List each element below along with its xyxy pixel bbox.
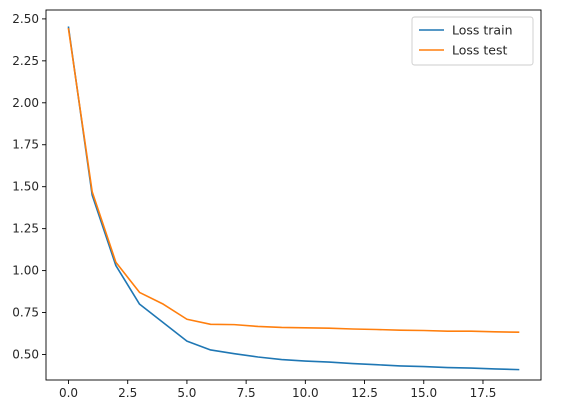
x-tick-label: 12.5 xyxy=(351,386,378,400)
series-layer xyxy=(67,26,520,371)
y-tick-label: 1.25 xyxy=(12,222,39,236)
y-tick-label: 0.50 xyxy=(12,347,39,361)
y-tick-label: 0.75 xyxy=(12,306,39,320)
plot-area xyxy=(46,10,541,380)
legend-label: Loss train xyxy=(452,23,513,38)
x-tick-label: 5.0 xyxy=(177,386,196,400)
axes-layer: 0.0 2.5 5.0 7.5 10.0 12.5 15.0 17.5 0.50 0.75 1.00… xyxy=(12,9,542,400)
x-tick-label: 2.5 xyxy=(118,386,137,400)
y-tick-label: 2.00 xyxy=(12,96,39,110)
legend-label: Loss test xyxy=(452,43,507,58)
x-tick-label: 0.0 xyxy=(59,386,78,400)
series-line-loss-train xyxy=(67,26,520,371)
legend-box xyxy=(411,16,534,66)
y-tick-label: 1.00 xyxy=(12,264,39,278)
x-tick-label: 17.5 xyxy=(470,386,497,400)
legend: Loss train Loss test xyxy=(411,16,534,66)
series-line-loss-test xyxy=(67,28,520,333)
axes-frame xyxy=(45,9,542,381)
y-tick-label: 2.25 xyxy=(12,54,39,68)
y-tick-label: 1.75 xyxy=(12,138,39,152)
y-tick-label: 2.50 xyxy=(12,12,39,26)
x-tick-label: 7.5 xyxy=(237,386,256,400)
x-tick-label: 10.0 xyxy=(292,386,319,400)
y-tick-label: 1.50 xyxy=(12,180,39,194)
x-tick-label: 15.0 xyxy=(410,386,437,400)
